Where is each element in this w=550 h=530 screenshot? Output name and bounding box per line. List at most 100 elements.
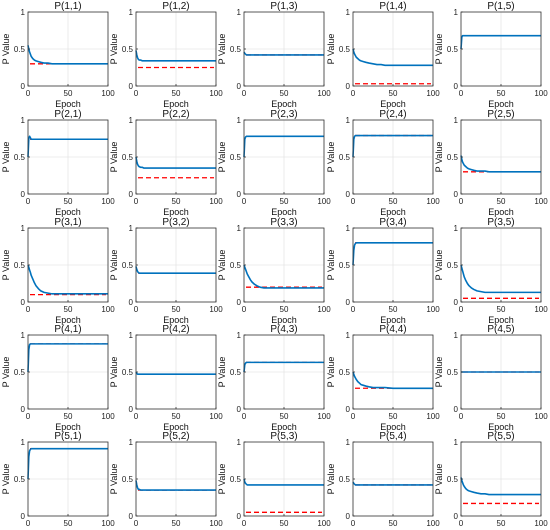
estimate-line <box>352 242 433 266</box>
x-tick-label: 100 <box>101 305 115 314</box>
x-tick-label: 50 <box>64 412 73 421</box>
y-tick-label: 0 <box>237 512 242 521</box>
y-tick-label: 0.5 <box>122 368 134 377</box>
y-tick-label: 1 <box>237 438 242 447</box>
y-axis-label: P Value <box>217 464 227 495</box>
estimate-line <box>27 343 108 373</box>
estimate-line <box>352 134 433 158</box>
x-tick-label: 0 <box>351 305 356 314</box>
x-tick-label: 50 <box>172 89 181 98</box>
estimate-line <box>352 48 433 67</box>
subplot-title: P(3,1) <box>54 217 81 228</box>
y-axis-label: P Value <box>109 250 119 281</box>
estimate-line <box>27 264 108 295</box>
x-tick-label: 0 <box>26 519 31 528</box>
subplot: 0 50 100 0 0.5 1 P(4,4) Epoch P Value <box>326 324 440 432</box>
estimate-line <box>460 155 541 173</box>
x-tick-label: 100 <box>426 305 440 314</box>
y-tick-label: 0.5 <box>447 45 459 54</box>
x-tick-label: 50 <box>280 412 289 421</box>
subplot: 0 50 100 0 0.5 1 P(2,4) Epoch P Value <box>326 109 440 217</box>
y-axis-label: P Value <box>434 142 444 173</box>
estimate-line <box>135 371 216 376</box>
subplot: 0 50 100 0 0.5 1 P(1,1) Epoch P Value <box>1 1 115 109</box>
y-tick-label: 1 <box>129 331 134 340</box>
x-tick-label: 0 <box>26 305 31 314</box>
x-tick-label: 50 <box>280 519 289 528</box>
subplot: 0 50 100 0 0.5 1 P(4,1) Epoch P Value <box>1 324 115 432</box>
x-axis-label: Epoch <box>380 315 406 325</box>
x-axis-label: Epoch <box>163 207 189 217</box>
x-tick-label: 100 <box>426 197 440 206</box>
y-tick-label: 0 <box>129 298 134 307</box>
x-tick-label: 50 <box>64 89 73 98</box>
x-tick-label: 0 <box>26 412 31 421</box>
x-tick-label: 50 <box>389 305 398 314</box>
y-tick-label: 0.5 <box>122 261 134 270</box>
subplot: 0 50 100 0 0.5 1 P(2,3) Epoch P Value <box>217 109 331 217</box>
estimate-line <box>460 264 541 294</box>
y-tick-label: 0 <box>346 82 351 91</box>
x-tick-label: 100 <box>426 412 440 421</box>
y-tick-label: 1 <box>21 116 26 125</box>
subplot-title: P(5,1) <box>54 431 81 442</box>
y-tick-label: 1 <box>346 438 351 447</box>
x-axis-label: Epoch <box>380 207 406 217</box>
subplot: 0 50 100 0 0.5 1 P(3,2) Epoch P Value <box>109 217 223 325</box>
estimate-line <box>243 478 324 486</box>
y-tick-label: 1 <box>237 8 242 17</box>
y-axis-label: P Value <box>217 250 227 281</box>
subplot: 0 50 100 0 0.5 1 P(2,1) Epoch P Value <box>1 109 115 217</box>
y-tick-label: 0.5 <box>122 45 134 54</box>
x-tick-label: 0 <box>26 197 31 206</box>
subplot: 0 50 100 0 0.5 1 P(3,4) Epoch P Value <box>326 217 440 325</box>
subplot-title: P(5,2) <box>162 431 189 442</box>
x-tick-label: 0 <box>351 519 356 528</box>
x-tick-label: 100 <box>101 519 115 528</box>
y-tick-label: 0.5 <box>230 45 242 54</box>
estimate-line <box>243 264 324 289</box>
y-tick-label: 1 <box>346 116 351 125</box>
x-axis-label: Epoch <box>55 315 81 325</box>
y-tick-label: 0.5 <box>230 153 242 162</box>
subplot: 0 50 100 0 0.5 1 P(2,5) Epoch P Value <box>434 109 548 217</box>
estimate-line <box>27 447 108 480</box>
estimate-line <box>135 50 216 62</box>
subplot: 0 50 100 0 0.5 1 P(3,5) Epoch P Value <box>434 217 548 325</box>
x-axis-label: Epoch <box>380 99 406 109</box>
x-tick-label: 50 <box>497 412 506 421</box>
estimate-line <box>243 135 324 158</box>
x-axis-label: Epoch <box>271 99 297 109</box>
subplot-title: P(5,5) <box>487 431 514 442</box>
y-tick-label: 0 <box>21 512 26 521</box>
y-tick-label: 0.5 <box>339 475 351 484</box>
x-tick-label: 100 <box>209 197 223 206</box>
subplot: 0 50 100 0 0.5 1 P(1,5) Epoch P Value <box>434 1 548 109</box>
x-tick-label: 0 <box>351 412 356 421</box>
x-tick-label: 0 <box>242 412 247 421</box>
y-tick-label: 1 <box>21 8 26 17</box>
y-tick-label: 0 <box>346 298 351 307</box>
y-tick-label: 1 <box>129 8 134 17</box>
x-tick-label: 0 <box>242 89 247 98</box>
subplot-title: P(2,4) <box>379 109 406 120</box>
y-tick-label: 0 <box>346 405 351 414</box>
x-tick-label: 0 <box>134 412 139 421</box>
y-tick-label: 0.5 <box>230 261 242 270</box>
y-tick-label: 1 <box>346 224 351 233</box>
x-tick-label: 0 <box>351 89 356 98</box>
x-tick-label: 100 <box>534 197 548 206</box>
subplot-title: P(4,5) <box>487 324 514 335</box>
subplot: 0 50 100 0 0.5 1 P(1,4) Epoch P Value <box>326 1 440 109</box>
x-tick-label: 0 <box>242 197 247 206</box>
subplot: 0 50 100 0 0.5 1 P(3,3) Epoch P Value <box>217 217 331 325</box>
y-axis-label: P Value <box>1 357 11 388</box>
x-tick-label: 0 <box>459 519 464 528</box>
y-axis-label: P Value <box>326 250 336 281</box>
x-tick-label: 50 <box>172 305 181 314</box>
subplot: 0 50 100 0 0.5 1 P(1,2) Epoch P Value <box>109 1 223 109</box>
